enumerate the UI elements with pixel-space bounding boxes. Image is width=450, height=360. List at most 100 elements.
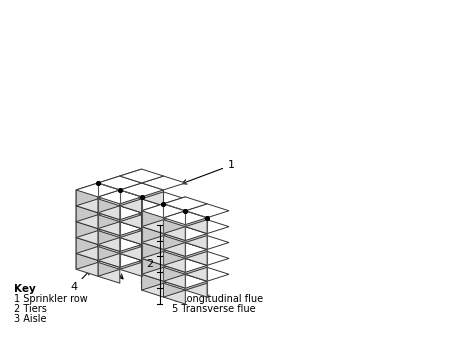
Polygon shape (98, 224, 120, 247)
Polygon shape (142, 258, 163, 281)
Polygon shape (185, 211, 207, 234)
Polygon shape (98, 190, 120, 213)
Polygon shape (185, 258, 207, 281)
Polygon shape (120, 183, 142, 206)
Polygon shape (142, 176, 163, 199)
Polygon shape (142, 199, 163, 222)
Polygon shape (185, 220, 207, 243)
Polygon shape (163, 265, 185, 288)
Polygon shape (142, 235, 185, 249)
Polygon shape (142, 267, 163, 290)
Polygon shape (142, 224, 163, 247)
Polygon shape (163, 251, 185, 274)
Polygon shape (120, 169, 163, 183)
Polygon shape (142, 251, 185, 265)
Text: 2 Tiers: 2 Tiers (14, 304, 46, 314)
Polygon shape (163, 234, 185, 256)
Polygon shape (163, 227, 185, 249)
Polygon shape (120, 231, 163, 244)
Text: 3 Aisle: 3 Aisle (14, 314, 46, 324)
Polygon shape (120, 176, 142, 199)
Polygon shape (163, 243, 185, 265)
Polygon shape (163, 260, 207, 274)
Polygon shape (120, 222, 142, 244)
Text: 4: 4 (70, 270, 90, 292)
Polygon shape (120, 169, 142, 192)
Polygon shape (120, 247, 142, 269)
Polygon shape (185, 220, 229, 234)
Polygon shape (98, 206, 142, 220)
Polygon shape (163, 267, 185, 290)
Polygon shape (185, 227, 207, 249)
Polygon shape (142, 176, 185, 190)
Polygon shape (76, 247, 120, 260)
Polygon shape (185, 204, 229, 218)
Polygon shape (98, 199, 120, 222)
Polygon shape (185, 235, 207, 258)
Polygon shape (76, 183, 120, 197)
Polygon shape (142, 215, 163, 238)
Polygon shape (120, 199, 142, 222)
Polygon shape (163, 244, 185, 267)
Polygon shape (163, 229, 185, 251)
Polygon shape (98, 253, 142, 267)
Polygon shape (98, 215, 120, 238)
Polygon shape (98, 231, 120, 253)
Polygon shape (163, 235, 185, 258)
Polygon shape (98, 244, 120, 267)
Text: Key: Key (14, 284, 36, 294)
Polygon shape (76, 247, 98, 269)
Polygon shape (76, 190, 98, 213)
Polygon shape (142, 251, 163, 274)
Polygon shape (76, 199, 120, 213)
Polygon shape (120, 192, 142, 215)
Polygon shape (98, 239, 142, 253)
Polygon shape (98, 183, 120, 206)
Polygon shape (142, 192, 185, 206)
Polygon shape (163, 213, 207, 227)
Polygon shape (163, 243, 207, 256)
Text: 4 Longitudinal flue: 4 Longitudinal flue (172, 294, 264, 304)
Polygon shape (120, 238, 142, 260)
Polygon shape (142, 208, 185, 222)
Polygon shape (120, 247, 163, 260)
Polygon shape (120, 201, 163, 215)
Polygon shape (76, 253, 98, 276)
Polygon shape (142, 274, 163, 297)
Polygon shape (98, 224, 142, 238)
Polygon shape (185, 274, 207, 297)
Polygon shape (98, 192, 120, 215)
Text: 2: 2 (146, 259, 153, 269)
Polygon shape (142, 235, 163, 258)
Polygon shape (76, 206, 98, 229)
Polygon shape (120, 217, 142, 239)
Polygon shape (98, 238, 142, 251)
Polygon shape (120, 208, 142, 231)
Polygon shape (142, 224, 185, 238)
Polygon shape (120, 224, 142, 247)
Polygon shape (163, 197, 207, 211)
Polygon shape (142, 208, 163, 231)
Polygon shape (142, 220, 185, 234)
Polygon shape (98, 208, 142, 222)
Text: 1: 1 (182, 160, 235, 184)
Polygon shape (142, 183, 163, 206)
Polygon shape (76, 238, 98, 260)
Polygon shape (98, 190, 142, 204)
Polygon shape (185, 267, 207, 290)
Polygon shape (163, 204, 185, 227)
Polygon shape (76, 215, 120, 229)
Polygon shape (163, 197, 185, 220)
Polygon shape (185, 204, 207, 227)
Polygon shape (120, 185, 163, 199)
Polygon shape (163, 281, 185, 304)
Polygon shape (185, 235, 229, 249)
Polygon shape (163, 249, 185, 272)
Polygon shape (120, 185, 142, 208)
Polygon shape (163, 258, 185, 281)
Polygon shape (98, 222, 120, 244)
Text: 3: 3 (91, 244, 123, 279)
Polygon shape (120, 231, 142, 253)
Polygon shape (142, 220, 163, 243)
Polygon shape (98, 260, 120, 283)
